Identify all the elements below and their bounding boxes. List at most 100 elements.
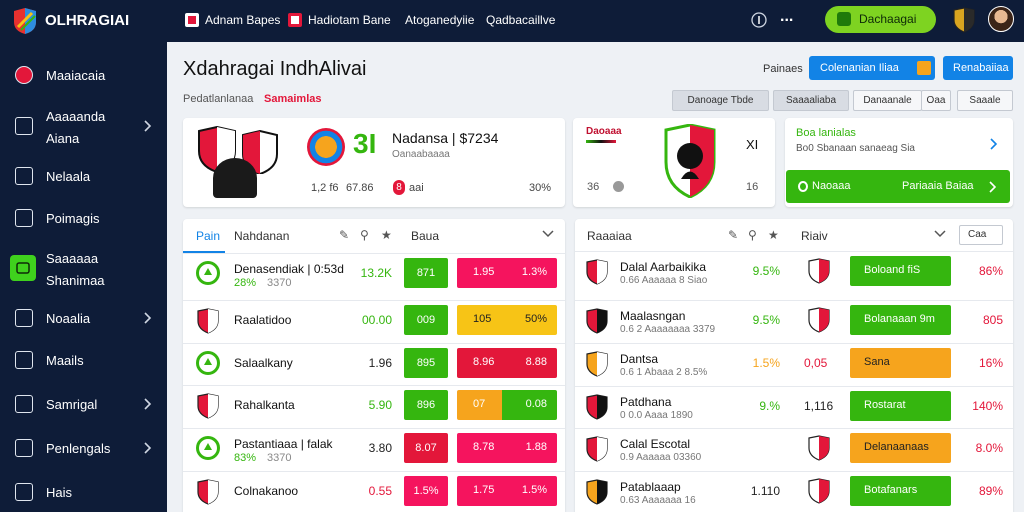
menu-dots[interactable]: ... <box>780 8 794 25</box>
team-card-mark: XI <box>746 137 759 152</box>
team-logo <box>241 129 279 176</box>
row-logo <box>585 308 609 334</box>
row-button[interactable]: Sana <box>850 348 951 378</box>
header-icon[interactable]: ✎ <box>339 228 350 242</box>
icon-graphic <box>808 258 830 284</box>
row-odds: 0,05 <box>804 356 828 370</box>
dropdown[interactable]: Caa <box>959 225 1003 245</box>
odds-cell[interactable]: 871 <box>404 258 448 288</box>
row-badge <box>807 478 831 504</box>
team-card-stripe <box>586 140 616 143</box>
odds-box-left: 07 <box>473 398 486 410</box>
odds-cell[interactable]: 1.5% <box>404 476 448 506</box>
user-avatar[interactable] <box>988 6 1014 32</box>
odds-cell-label: 009 <box>416 314 436 326</box>
promo-button-chevron <box>987 180 997 194</box>
row-button[interactable]: Rostarat <box>850 391 951 421</box>
odds-box[interactable]: 8.78 1.88 <box>457 433 557 463</box>
table-row-divider <box>183 253 565 254</box>
row-value: 9.5% <box>752 264 780 278</box>
row-button[interactable]: Bolanaaan 9m <box>850 305 951 335</box>
odds-box-left: 8.78 <box>473 441 495 453</box>
sidebar-item[interactable]: Samrigal <box>0 384 167 424</box>
icon-graphic <box>144 120 152 132</box>
odds-cell[interactable]: 8.07 <box>404 433 448 463</box>
filter-button[interactable]: Danoage Tbde <box>672 90 769 111</box>
header-icon[interactable]: ★ <box>768 228 779 242</box>
row-badge <box>807 307 831 333</box>
row-logo <box>196 393 220 419</box>
icon-graphic <box>144 398 152 410</box>
filter-label: Oaa <box>926 95 946 106</box>
sidebar-label: Aaaaanda <box>46 109 106 124</box>
row-badge <box>807 258 831 284</box>
sidebar-item[interactable]: Aaaaanda Aiana <box>0 106 167 146</box>
cta-button[interactable]: Dachaagai <box>825 6 936 33</box>
top-bar: OLHRAGIAI Adnam Bapes Hadiotam Bane Atogane… <box>0 0 1024 42</box>
promo-chevron[interactable] <box>988 137 998 151</box>
header-icon[interactable]: ⚲ <box>360 228 369 242</box>
odds-cell[interactable]: 895 <box>404 348 448 378</box>
row-button[interactable]: Delanaanaas <box>850 433 951 463</box>
odds-box[interactable]: 8.96 8.88 <box>457 348 557 378</box>
odds-cell[interactable]: 896 <box>404 390 448 420</box>
promo-button-left: Naoaaa <box>812 180 851 192</box>
odds-box-left: 1.75 <box>473 484 495 496</box>
team-card-shield <box>663 123 717 199</box>
filter-button[interactable]: Saaale <box>957 90 1013 111</box>
row-name: Salaalkany <box>234 356 293 370</box>
filter-button[interactable]: Oaa <box>921 90 951 111</box>
team-card-label: Daoaaa <box>586 126 622 137</box>
header-icon[interactable]: ✎ <box>728 228 739 242</box>
sidebar-item[interactable]: Hais <box>0 472 167 512</box>
sidebar-label: Maaiacaia <box>46 68 106 83</box>
secondary-button[interactable]: Renabaiiaa <box>943 56 1013 80</box>
odds-box[interactable]: 1.95 1.3% <box>457 258 557 288</box>
sidebar-chevron <box>142 397 152 411</box>
sidebar-item[interactable]: Maails <box>0 340 167 380</box>
sidebar-item[interactable]: Saaaaaa Shanimaa <box>0 248 167 288</box>
header-icon[interactable]: ★ <box>381 228 392 242</box>
row-button[interactable]: Botafanars <box>850 476 951 506</box>
sidebar-item[interactable]: Penlengals <box>0 428 167 468</box>
promo-button-icon <box>798 181 808 192</box>
row-logo <box>585 259 609 285</box>
filter-button[interactable]: Danaanale <box>853 90 922 111</box>
sidebar-chevron <box>142 311 152 325</box>
row-name: Patablaaap <box>620 480 681 494</box>
icon-graphic <box>808 307 830 333</box>
header-chevron[interactable] <box>541 227 555 241</box>
row-button-label: Rostarat <box>864 399 906 411</box>
odds-box[interactable]: 07 0.08 <box>457 390 557 420</box>
page-subtitle-highlight: Samaimlas <box>264 93 322 105</box>
icon-graphic <box>197 393 219 419</box>
table-row-divider <box>575 428 1013 429</box>
nav-item[interactable]: Atoganedyiie <box>405 13 475 27</box>
odds-cell[interactable]: 009 <box>404 305 448 335</box>
header-icon[interactable]: ⚲ <box>748 228 757 242</box>
sidebar-label: Hais <box>46 485 73 500</box>
sidebar-item[interactable]: Noaalia <box>0 298 167 338</box>
row-name: Raalatidoo <box>234 313 292 327</box>
filter-button[interactable]: Saaaaliaba <box>773 90 849 111</box>
nav-item[interactable]: Adnam Bapes <box>205 13 281 27</box>
odds-box[interactable]: 1.75 1.5% <box>457 476 557 506</box>
row-logo <box>585 479 609 505</box>
info-icon[interactable] <box>750 11 768 29</box>
odds-box[interactable]: 105 50% <box>457 305 557 335</box>
promo-button[interactable]: Naoaaa Pariaaia Baiaa <box>786 170 1010 203</box>
sidebar-item[interactable]: Poimagis <box>0 198 167 238</box>
header-chevron[interactable] <box>933 227 947 241</box>
row-button[interactable]: Boloand fiS <box>850 256 951 286</box>
sidebar-item[interactable]: Nelaala <box>0 156 167 196</box>
nav-item[interactable]: Hadiotam Bane <box>308 13 391 27</box>
row-value: 0.55 <box>368 484 392 498</box>
row-logo <box>196 436 220 462</box>
icon-graphic <box>14 8 36 34</box>
sidebar-label: Shanimaa <box>46 273 105 288</box>
icon-graphic <box>586 308 608 334</box>
nav-item[interactable]: Qadbacaillve <box>486 13 556 27</box>
sidebar-item[interactable]: Maaiacaia <box>0 55 167 95</box>
primary-button[interactable]: Colenanian Iliaa <box>809 56 935 80</box>
